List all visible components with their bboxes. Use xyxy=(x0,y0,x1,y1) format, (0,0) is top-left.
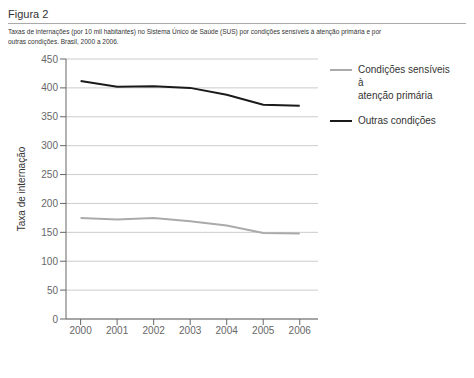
svg-text:Taxa de internação: Taxa de internação xyxy=(16,146,27,231)
svg-text:200: 200 xyxy=(41,198,58,209)
html-text:Figura 2: Figura 2 xyxy=(8,8,49,20)
svg-text:0: 0 xyxy=(52,314,58,325)
svg-text:2006: 2006 xyxy=(289,325,312,336)
svg-text:400: 400 xyxy=(41,82,58,93)
svg-text:50: 50 xyxy=(47,285,59,296)
svg-text:2004: 2004 xyxy=(216,325,239,336)
svg-text:300: 300 xyxy=(41,140,58,151)
svg-text:100: 100 xyxy=(41,256,58,267)
html-text:Outras condições: Outras condições xyxy=(358,115,436,126)
svg-text:450: 450 xyxy=(41,54,58,65)
svg-text:2000: 2000 xyxy=(69,325,92,336)
svg-text:2002: 2002 xyxy=(143,325,166,336)
svg-text:250: 250 xyxy=(41,169,58,180)
html-text:outras condições. Brasil, 2000: outras condições. Brasil, 2000 a 2006. xyxy=(8,38,119,45)
html-text:Taxas de internações (por 10 m: Taxas de internações (por 10 mil habitan… xyxy=(8,28,382,35)
svg-text:2001: 2001 xyxy=(106,325,129,336)
svg-text:350: 350 xyxy=(41,111,58,122)
svg-text:2005: 2005 xyxy=(252,325,275,336)
svg-text:150: 150 xyxy=(41,227,58,238)
html-text:Condições sensíveis à atenção: Condições sensíveis à atenção primária xyxy=(358,64,450,101)
svg-text:2003: 2003 xyxy=(179,325,202,336)
